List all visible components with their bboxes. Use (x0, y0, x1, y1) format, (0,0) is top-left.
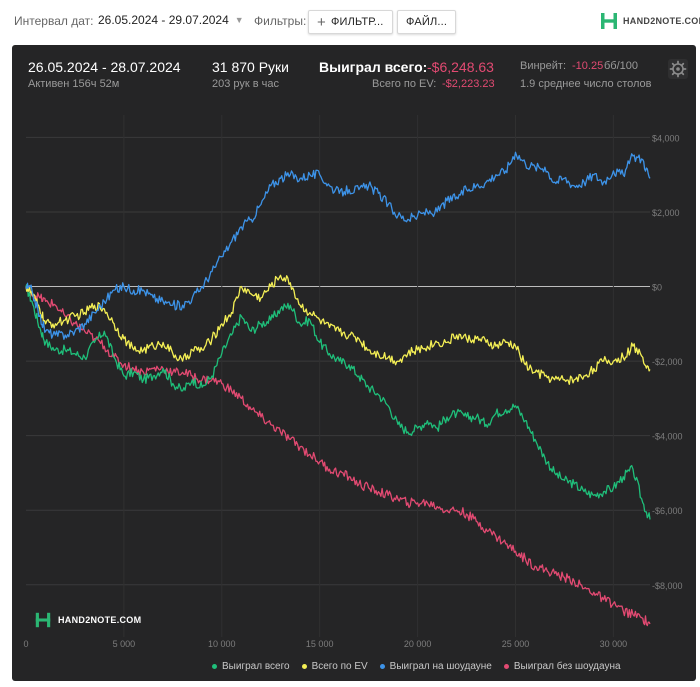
y-tick-label: -$2,000 (652, 357, 683, 367)
active-time: Активен 156ч 52м (28, 78, 120, 90)
x-axis: 0 5 000 10 000 15 000 20 000 25 000 30 000 (23, 639, 627, 649)
legend-label: Всего по EV (311, 661, 368, 672)
legend-item-non-showdown[interactable]: Выиграл без шоудауна (503, 661, 621, 672)
winrate-label: Винрейт: (520, 60, 567, 72)
ev-total-label: Всего по EV: (372, 78, 437, 90)
brand-name: HAND2NOTE.COM (623, 16, 700, 26)
series-line-ev (25, 274, 651, 385)
series-line-showdown (25, 151, 651, 340)
legend-item-total[interactable]: Выиграл всего (212, 661, 290, 672)
filters-label: Фильтры: (254, 14, 307, 28)
legend-marker (212, 664, 217, 669)
winrate-value: -10.25 (572, 60, 604, 72)
legend-label: Выиграл на шоудауне (389, 661, 492, 672)
chart-watermark: HAND2NOTE.COM (34, 611, 141, 629)
chart-legend: Выиграл всего Всего по EV Выиграл на шоу… (212, 661, 621, 672)
x-tick-label: 5 000 (113, 639, 136, 649)
legend-label: Выиграл всего (222, 661, 290, 672)
legend-marker (379, 664, 385, 669)
h2n-logo-icon (601, 13, 617, 29)
filter-button[interactable]: + ФИЛЬТР... (308, 10, 393, 34)
y-tick-label: $4,000 (652, 133, 680, 143)
brand-logo: HAND2NOTE.COM (599, 11, 700, 31)
hands-count: 31 870 Руки (212, 59, 289, 75)
header-date-range: 26.05.2024 - 28.07.2024 (28, 59, 181, 75)
y-tick-label: -$4,000 (652, 432, 683, 442)
date-range-select[interactable]: 26.05.2024 - 29.07.2024 ▼ (94, 9, 248, 31)
legend-marker (503, 664, 509, 669)
total-won-label: Выиграл всего: (319, 59, 428, 75)
gear-icon (669, 60, 687, 78)
y-tick-label: $2,000 (652, 208, 680, 218)
toolbar: Интервал дат: 26.05.2024 - 29.07.2024 ▼ … (0, 0, 700, 42)
series-line-non-showdown (25, 285, 651, 627)
x-tick-label: 20 000 (404, 639, 432, 649)
date-interval-label: Интервал дат: (14, 14, 94, 28)
watermark-text: HAND2NOTE.COM (58, 615, 142, 625)
x-tick-label: 15 000 (306, 639, 334, 649)
total-won-value: -$6,248.63 (427, 59, 494, 75)
date-range-value: 26.05.2024 - 29.07.2024 (98, 13, 229, 27)
y-tick-label: -$6,000 (652, 506, 683, 516)
filter-button-label: ФИЛЬТР... (330, 16, 384, 28)
file-button-label: ФАЙЛ... (406, 16, 448, 28)
x-tick-label: 30 000 (600, 639, 628, 649)
legend-label: Выиграл без шоудауна (513, 661, 621, 672)
chart-series (25, 151, 651, 627)
legend-item-showdown[interactable]: Выиграл на шоудауне (379, 661, 492, 672)
avg-tables: 1.9 среднее число столов (520, 78, 652, 90)
chevron-down-icon: ▼ (234, 15, 244, 25)
h2n-logo-icon (35, 612, 51, 628)
stats-panel: 26.05.2024 - 28.07.2024 Активен 156ч 52м… (12, 45, 696, 681)
winrate-unit: бб/100 (604, 60, 639, 72)
x-tick-label: 0 (23, 639, 28, 649)
legend-marker (301, 664, 307, 669)
winnings-chart: $4,000 $2,000 $0 -$2,000 -$4,000 -$6,000 -$8,0… (23, 115, 683, 649)
x-tick-label: 10 000 (208, 639, 236, 649)
legend-item-ev[interactable]: Всего по EV (301, 661, 368, 672)
y-tick-label: $0 (652, 283, 662, 293)
ev-total-value: -$2,223.23 (442, 78, 495, 90)
series-line-total (25, 283, 651, 520)
plus-icon: + (317, 13, 326, 31)
y-axis: $4,000 $2,000 $0 -$2,000 -$4,000 -$6,000 -$8,0… (652, 133, 683, 590)
settings-button[interactable] (668, 59, 688, 79)
y-tick-label: -$8,000 (652, 581, 683, 591)
hands-per-hour: 203 рук в час (212, 78, 280, 90)
file-button[interactable]: ФАЙЛ... (397, 10, 457, 34)
x-tick-label: 25 000 (502, 639, 530, 649)
